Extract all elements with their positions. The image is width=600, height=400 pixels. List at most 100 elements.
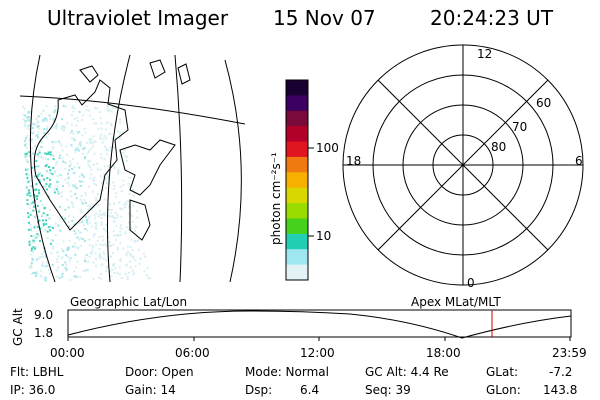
dsp-value: 6.4: [300, 383, 320, 397]
aurora-pixel: [65, 105, 68, 108]
aurora-pixel: [84, 191, 87, 194]
aurora-pixel: [78, 175, 81, 178]
aurora-pixel: [106, 121, 109, 124]
aurora-pixel: [28, 191, 31, 194]
aurora-pixel: [29, 184, 32, 187]
aurora-pixel: [60, 195, 63, 198]
aurora-pixel: [35, 159, 38, 162]
aurora-pixel: [122, 151, 125, 154]
aurora-pixel: [82, 175, 85, 178]
aurora-pixel: [76, 247, 79, 250]
time-tick-label: 00:00: [50, 346, 85, 360]
aurora-pixel: [115, 195, 118, 198]
aurora-pixel: [77, 132, 80, 135]
aurora-pixel: [99, 168, 102, 171]
coastline: [129, 199, 151, 241]
aurora-pixel: [110, 255, 112, 258]
aurora-pixel: [38, 189, 40, 192]
aurora-pixel: [95, 212, 98, 215]
aurora-pixel: [79, 237, 82, 240]
aurora-pixel: [42, 118, 45, 121]
aurora-pixel: [127, 250, 130, 253]
aurora-pixel: [29, 213, 32, 216]
aurora-pixel: [25, 158, 28, 161]
aurora-pixel: [24, 114, 27, 117]
aurora-pixel: [39, 227, 42, 230]
colorbar-band: [286, 172, 308, 189]
aurora-pixel: [135, 210, 138, 212]
aurora-pixel: [110, 208, 113, 211]
aurora-pixel: [27, 214, 30, 217]
aurora-pixel: [113, 272, 116, 274]
aurora-pixel: [68, 239, 71, 242]
aurora-pixel: [78, 111, 81, 113]
aurora-pixel: [49, 229, 51, 232]
colorbar-band: [286, 264, 308, 281]
aurora-pixel: [70, 144, 73, 147]
aurora-pixel: [52, 158, 55, 161]
aurora-pixel: [99, 137, 102, 140]
aurora-pixel: [144, 255, 147, 258]
door-status: Door: Open: [125, 365, 194, 379]
aurora-pixel: [26, 192, 29, 195]
aurora-pixel: [132, 256, 134, 259]
aurora-pixel: [124, 232, 127, 235]
aurora-pixel: [120, 277, 123, 280]
aurora-pixel: [66, 198, 69, 201]
aurora-pixel: [74, 232, 77, 235]
aurora-pixel: [106, 153, 109, 156]
aurora-pixel: [36, 134, 39, 137]
aurora-pixel: [23, 140, 26, 143]
aurora-pixel: [36, 175, 39, 178]
aurora-pixel: [94, 217, 97, 220]
aurora-pixel: [22, 105, 25, 108]
aurora-pixel: [100, 127, 103, 130]
aurora-pixel: [118, 266, 121, 269]
aurora-pixel: [43, 128, 46, 131]
colorbar-band: [286, 218, 308, 235]
aurora-pixel: [114, 212, 117, 214]
aurora-pixel: [123, 148, 126, 151]
aurora-pixel: [28, 118, 31, 121]
aurora-pixel: [73, 270, 76, 273]
aurora-pixel: [24, 168, 27, 171]
aurora-pixel: [38, 148, 41, 151]
aurora-pixel: [34, 224, 37, 227]
aurora-pixel: [76, 147, 79, 150]
aurora-pixel: [92, 135, 95, 138]
aurora-pixel: [109, 203, 112, 206]
aurora-pixel: [80, 180, 83, 183]
aurora-pixel: [85, 254, 88, 257]
aurora-pixel: [100, 157, 103, 160]
aurora-pixel: [95, 228, 98, 231]
aurora-pixel: [84, 260, 87, 262]
colorbar-band: [286, 141, 308, 158]
aurora-pixel: [44, 254, 47, 257]
aurora-pixel: [75, 266, 77, 269]
aurora-pixel: [130, 254, 133, 257]
aurora-pixel: [30, 229, 32, 232]
aurora-pixel: [62, 240, 65, 243]
aurora-pixel: [78, 180, 81, 183]
aurora-pixel: [90, 138, 93, 141]
aurora-pixel: [68, 260, 71, 263]
aurora-pixel: [91, 118, 94, 121]
aurora-pixel: [103, 214, 106, 217]
aurora-pixel: [52, 166, 55, 169]
aurora-pixel: [37, 136, 40, 139]
aurora-pixel: [54, 105, 57, 108]
aurora-pixel: [59, 217, 61, 220]
aurora-pixel: [38, 208, 41, 211]
aurora-pixel: [29, 224, 32, 227]
aurora-pixel: [28, 240, 31, 243]
aurora-pixel: [33, 195, 36, 198]
aurora-pixel: [45, 256, 47, 259]
aurora-pixel: [30, 202, 33, 205]
aurora-pixel: [27, 173, 30, 176]
aurora-pixel: [51, 247, 54, 250]
aurora-pixel: [121, 190, 123, 192]
aurora-pixel: [122, 179, 125, 182]
aurora-pixel: [117, 150, 120, 153]
aurora-pixel: [106, 108, 109, 111]
aurora-pixel: [98, 204, 100, 207]
